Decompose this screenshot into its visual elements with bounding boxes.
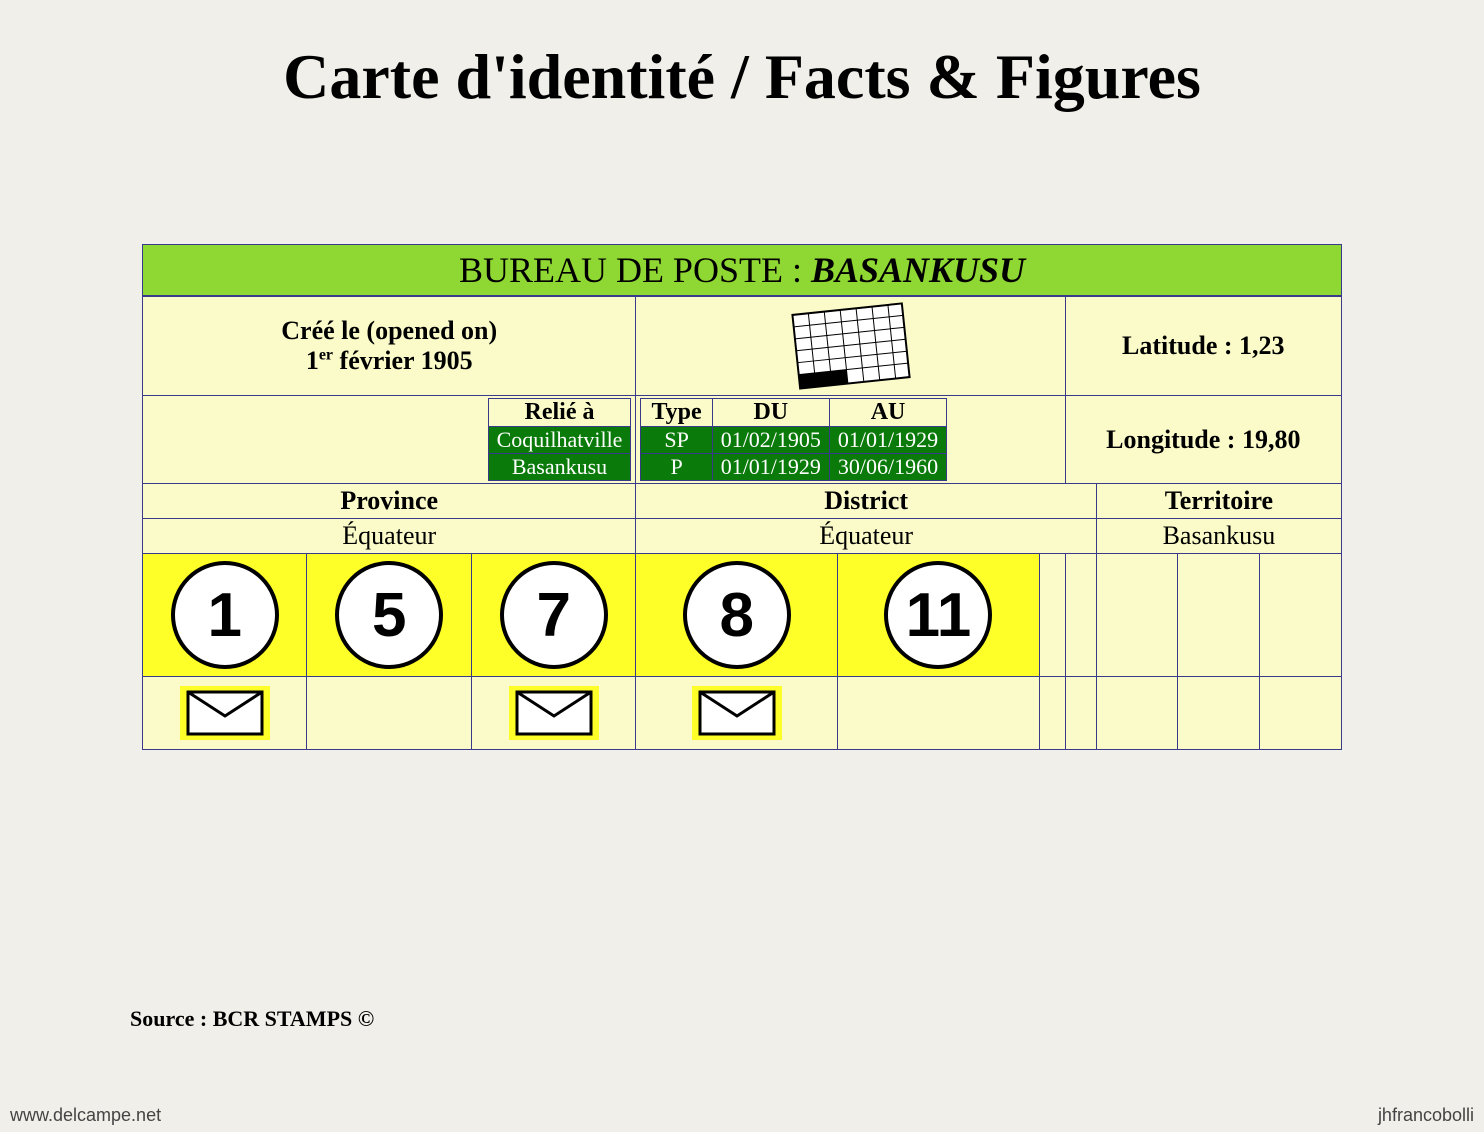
circle-badge-11: 11 [884, 561, 992, 669]
territoire-label: Territoire [1096, 484, 1341, 519]
circle-cell-2: 7 [471, 554, 635, 677]
circle-cell-3: 8 [636, 554, 838, 677]
province-value: Équateur [143, 519, 636, 554]
periods-row-0-to: 01/01/1929 [829, 427, 946, 454]
circle-cell-1: 5 [307, 554, 471, 677]
circle-cell-8 [1178, 554, 1260, 677]
circle-cell-7 [1096, 554, 1178, 677]
linked-row-0: Coquilhatville [488, 427, 631, 454]
calendar-icon [781, 301, 921, 391]
envelope-cell-8 [1178, 677, 1260, 750]
periods-row-1-to: 30/06/1960 [829, 454, 946, 481]
envelope-cell-5 [1039, 677, 1065, 750]
longitude-cell: Longitude : 19,80 [1065, 396, 1341, 484]
identity-card: BUREAU DE POSTE : BASANKUSU Créé le (ope… [142, 244, 1342, 750]
source-text: Source : BCR STAMPS © [130, 1006, 374, 1032]
created-date: 1er février 1905 [147, 346, 631, 376]
header-name: BASANKUSU [811, 250, 1025, 290]
province-label: Province [143, 484, 636, 519]
created-date-sup: er [319, 346, 333, 363]
envelope-cell-1 [307, 677, 471, 750]
circle-badge-8: 8 [683, 561, 791, 669]
envelope-cell-7 [1096, 677, 1178, 750]
envelope-icon [509, 686, 599, 740]
circle-badge-5: 5 [335, 561, 443, 669]
periods-table: Type DU AU SP 01/02/1905 01/01/1929 P 01… [640, 398, 947, 481]
periods-header-from: DU [712, 399, 829, 427]
envelope-cell-4 [838, 677, 1040, 750]
watermark-right: jhfrancobolli [1378, 1105, 1474, 1126]
periods-row-1-from: 01/01/1929 [712, 454, 829, 481]
card-header: BUREAU DE POSTE : BASANKUSU [142, 244, 1342, 296]
periods-row-0-type: SP [641, 427, 712, 454]
district-label: District [636, 484, 1096, 519]
page-title: Carte d'identité / Facts & Figures [0, 40, 1484, 114]
envelope-cell-3 [636, 677, 838, 750]
territoire-value: Basankusu [1096, 519, 1341, 554]
linked-row-1: Basankusu [488, 454, 631, 481]
linked-cell: Relié à Coquilhatville Basankusu [143, 396, 636, 484]
circle-badge-7: 7 [500, 561, 608, 669]
main-table: Créé le (opened on) 1er février 1905 [142, 296, 1342, 750]
created-label: Créé le (opened on) [147, 316, 631, 346]
circle-badge-1: 1 [171, 561, 279, 669]
district-value: Équateur [636, 519, 1096, 554]
created-cell: Créé le (opened on) 1er février 1905 [143, 297, 636, 396]
circle-cell-6 [1065, 554, 1096, 677]
circle-cell-0: 1 [143, 554, 307, 677]
watermark-left: www.delcampe.net [10, 1105, 161, 1126]
periods-row-1-type: P [641, 454, 712, 481]
created-date-rest: février 1905 [333, 346, 473, 375]
envelope-cell-9 [1260, 677, 1342, 750]
periods-cell: Type DU AU SP 01/02/1905 01/01/1929 P 01… [636, 396, 1065, 484]
header-label: BUREAU DE POSTE : [459, 250, 811, 290]
longitude-label: Longitude : [1106, 425, 1242, 454]
linked-header: Relié à [488, 399, 631, 427]
calendar-cell [636, 297, 1065, 396]
envelope-icon [692, 686, 782, 740]
circle-row: 1578 11 [143, 554, 1342, 677]
periods-row-0-from: 01/02/1905 [712, 427, 829, 454]
circle-cell-9 [1260, 554, 1342, 677]
linked-table: Relié à Coquilhatville Basankusu [488, 398, 632, 481]
envelope-cell-6 [1065, 677, 1096, 750]
periods-header-to: AU [829, 399, 946, 427]
envelope-row [143, 677, 1342, 750]
latitude-value: 1,23 [1239, 331, 1285, 360]
circle-cell-4: 11 [838, 554, 1040, 677]
circle-cell-5 [1039, 554, 1065, 677]
latitude-label: Latitude : [1122, 331, 1239, 360]
periods-header-type: Type [641, 399, 712, 427]
envelope-cell-0 [143, 677, 307, 750]
created-date-prefix: 1 [306, 346, 319, 375]
envelope-icon [180, 686, 270, 740]
latitude-cell: Latitude : 1,23 [1065, 297, 1341, 396]
envelope-cell-2 [471, 677, 635, 750]
longitude-value: 19,80 [1242, 425, 1301, 454]
